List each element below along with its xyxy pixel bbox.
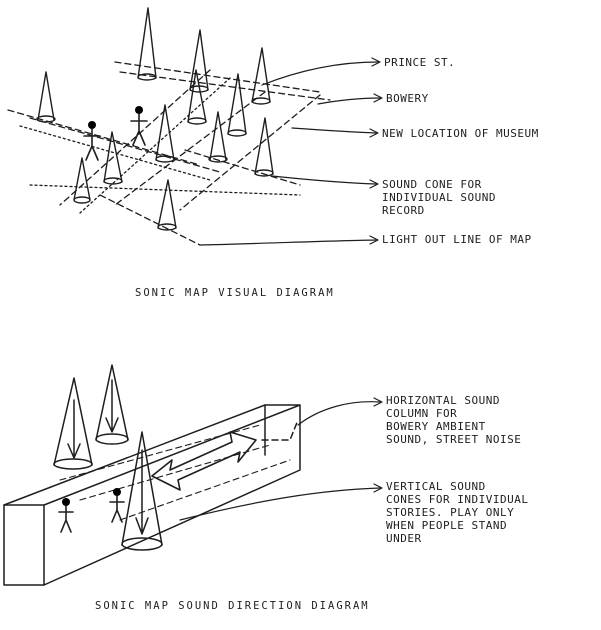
vertical-sound-cone bbox=[121, 431, 163, 551]
label-new-location: NEW LOCATION OF MUSEUM bbox=[382, 127, 539, 140]
sound-cone bbox=[254, 117, 274, 177]
person-figure bbox=[130, 106, 148, 146]
person-figure bbox=[58, 498, 74, 533]
caption-direction-diagram: SONIC MAP SOUND DIRECTION DIAGRAM bbox=[95, 600, 370, 612]
sound-cone bbox=[155, 104, 175, 163]
leader-lines-top bbox=[199, 57, 383, 246]
sound-cone bbox=[137, 7, 157, 81]
label-bowery: BOWERY bbox=[386, 92, 429, 105]
column-streaks bbox=[59, 424, 291, 521]
sound-cone bbox=[73, 157, 91, 204]
leader-lines-bottom bbox=[179, 397, 383, 521]
label-sound-cone: SOUND CONE FOR INDIVIDUAL SOUND RECORD bbox=[382, 178, 496, 217]
caption-visual-diagram: SONIC MAP VISUAL DIAGRAM bbox=[135, 287, 335, 299]
sound-cone bbox=[36, 71, 56, 123]
vertical-sound-cone bbox=[95, 364, 129, 445]
sound-cone bbox=[157, 179, 177, 231]
sound-cone bbox=[103, 131, 123, 185]
sound-cone bbox=[187, 69, 207, 125]
vertical-sound-cone bbox=[53, 377, 93, 470]
sound-cone bbox=[208, 111, 228, 163]
sound-cone bbox=[227, 73, 247, 137]
label-horizontal-column: HORIZONTAL SOUND COLUMN FOR BOWERY AMBIE… bbox=[386, 394, 522, 446]
street-grid bbox=[7, 61, 331, 246]
label-light-outline: LIGHT OUT LINE OF MAP bbox=[382, 233, 532, 246]
double-arrow bbox=[151, 431, 257, 491]
sound-cone bbox=[251, 47, 271, 105]
label-prince-st: PRINCE ST. bbox=[384, 56, 456, 69]
label-vertical-cones: VERTICAL SOUND CONES FOR INDIVIDUAL STOR… bbox=[386, 480, 529, 545]
horizontal-sound-column bbox=[3, 404, 301, 586]
person-figure bbox=[109, 488, 125, 523]
person-figure bbox=[83, 121, 101, 161]
